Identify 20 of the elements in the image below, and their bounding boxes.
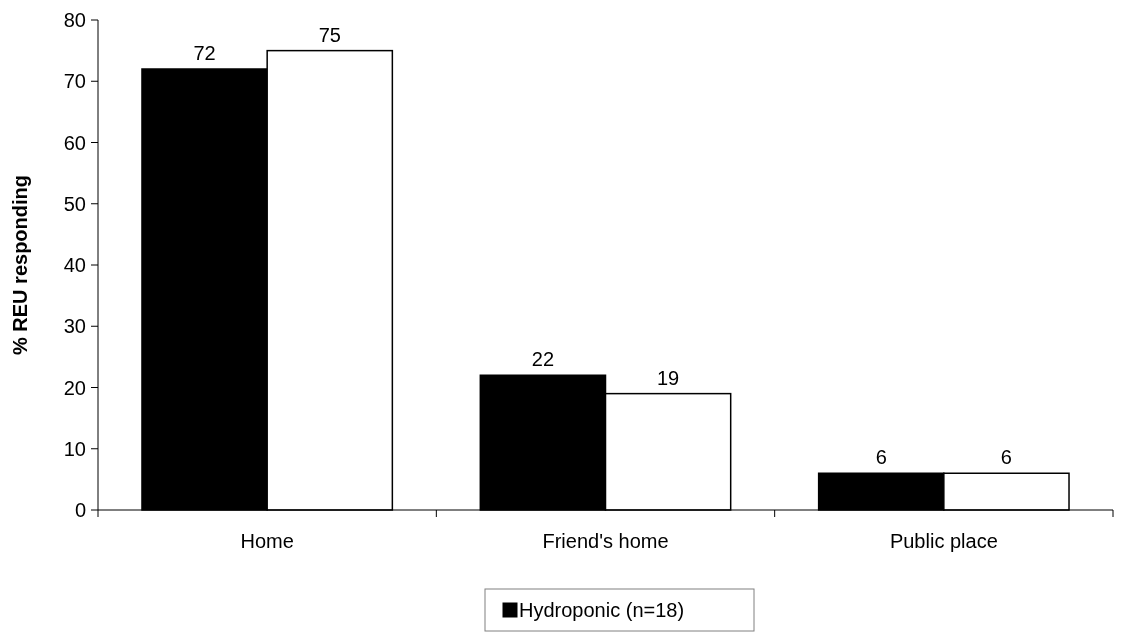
y-tick-label: 0 xyxy=(74,499,86,521)
data-label: 72 xyxy=(193,42,216,64)
y-tick-label: 50 xyxy=(63,192,86,215)
data-label: 6 xyxy=(875,446,887,469)
data-label: 75 xyxy=(318,23,341,46)
y-tick-label: 80 xyxy=(63,9,86,31)
y-tick-label: 30 xyxy=(63,315,86,338)
data-label: 6 xyxy=(1000,446,1012,469)
x-tick-label: Friend's home xyxy=(542,530,669,552)
y-tick-label: 60 xyxy=(63,131,86,154)
y-tick-label: 20 xyxy=(63,376,86,399)
y-tick-label: 10 xyxy=(63,437,86,460)
data-label: 22 xyxy=(531,348,555,371)
x-tick-label: Home xyxy=(240,530,294,552)
y-axis-title: % REU responding xyxy=(9,174,31,356)
legend-label: Hydroponic (n=18) xyxy=(519,599,685,621)
data-label: 19 xyxy=(656,366,680,389)
y-tick-label: 40 xyxy=(63,254,86,276)
y-tick-label: 70 xyxy=(63,70,86,93)
x-tick-label: Public place xyxy=(889,530,998,552)
